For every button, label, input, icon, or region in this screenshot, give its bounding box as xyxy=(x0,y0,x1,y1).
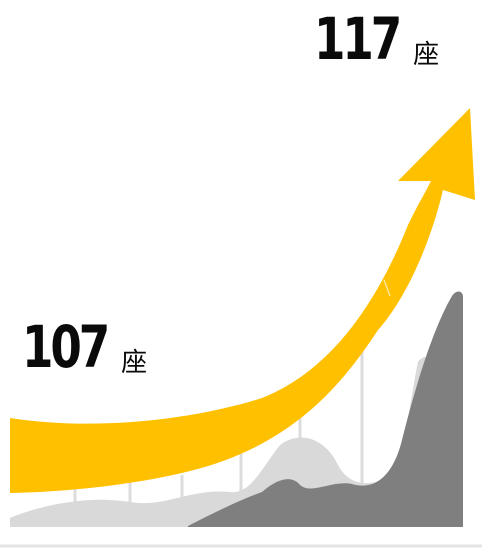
end-stat: 117 座 xyxy=(314,10,439,68)
start-stat-value: 107 xyxy=(22,313,110,381)
end-stat-value: 117 xyxy=(314,5,402,73)
dark-wave-area xyxy=(188,291,463,527)
arrow-highlight-line xyxy=(383,279,391,297)
end-stat-unit: 座 xyxy=(413,40,440,70)
start-stat: 107 座 xyxy=(22,318,147,376)
growth-arrow xyxy=(10,108,475,493)
start-stat-unit: 座 xyxy=(121,348,148,378)
